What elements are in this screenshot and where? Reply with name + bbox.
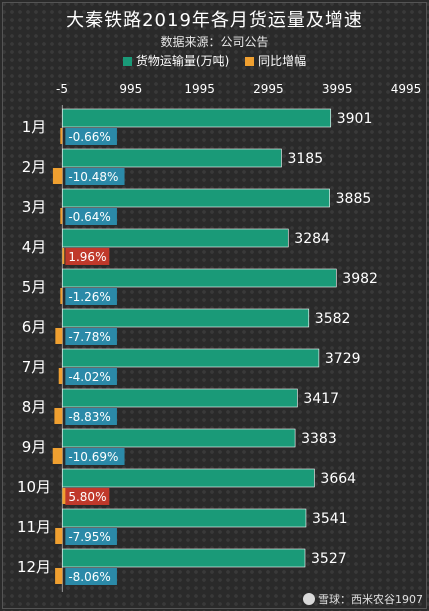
category-label: 6月 — [22, 318, 47, 336]
chart-subtitle: 数据来源：公司公告 — [160, 35, 269, 49]
volume-bar — [62, 188, 330, 208]
volume-bar — [62, 228, 289, 248]
growth-bar — [55, 328, 63, 344]
category-label: 7月 — [22, 358, 47, 376]
x-tick-label: 4995 — [391, 82, 422, 96]
category-label: 2月 — [22, 158, 47, 176]
growth-data-label: 5.80% — [68, 490, 106, 504]
growth-label-box — [65, 528, 117, 545]
legend-swatch-growth — [245, 57, 255, 66]
volume-data-label: 3383 — [301, 431, 337, 447]
watermark: 雪球：西米农谷1907 — [303, 591, 423, 607]
x-tick-label: 2995 — [253, 82, 284, 96]
x-tick-label: 1995 — [184, 82, 215, 96]
volume-bar — [62, 508, 307, 528]
volume-bar — [62, 428, 296, 448]
growth-bar — [52, 168, 63, 184]
growth-label-box — [65, 248, 110, 265]
growth-label-box — [65, 288, 117, 305]
growth-label-box — [65, 448, 125, 465]
growth-data-label: -10.48% — [68, 170, 118, 184]
growth-bar — [62, 248, 65, 264]
category-label: 12月 — [17, 558, 51, 576]
volume-data-label: 3284 — [294, 231, 330, 247]
growth-bar — [60, 288, 63, 304]
legend-item-volume: 货物运输量(万吨) — [122, 52, 230, 69]
growth-bar — [58, 368, 63, 384]
volume-bar — [62, 468, 315, 488]
category-label: 4月 — [22, 238, 47, 256]
volume-data-label: 3664 — [320, 471, 356, 487]
growth-data-label: -10.69% — [68, 450, 118, 464]
growth-bar — [55, 568, 63, 584]
category-label: 11月 — [17, 518, 51, 536]
category-label: 8月 — [22, 398, 47, 416]
growth-label-box — [65, 368, 117, 385]
category-label: 1月 — [22, 118, 47, 136]
legend-item-growth: 同比增幅 — [245, 52, 306, 69]
growth-bar — [60, 208, 63, 224]
chart-title: 大秦铁路2019年各月货运量及增速 — [66, 10, 363, 31]
volume-data-label: 3901 — [337, 111, 373, 127]
growth-data-label: -1.26% — [68, 290, 110, 304]
growth-bar — [54, 408, 63, 424]
volume-bar — [62, 268, 337, 288]
watermark-text: 雪球：西米农谷1907 — [318, 593, 423, 606]
growth-label-box — [65, 408, 117, 425]
legend-label-growth: 同比增幅 — [258, 54, 307, 68]
growth-label-box — [65, 208, 117, 225]
volume-data-label: 3729 — [325, 351, 361, 367]
volume-data-label: 3541 — [312, 511, 348, 527]
volume-data-label: 3185 — [287, 151, 323, 167]
category-label: 9月 — [22, 438, 47, 456]
growth-data-label: -0.64% — [68, 210, 110, 224]
volume-bar — [62, 148, 282, 168]
volume-data-label: 3527 — [311, 551, 347, 567]
volume-bar — [62, 388, 298, 408]
volume-data-label: 3982 — [342, 271, 378, 287]
volume-bar — [62, 308, 310, 328]
volume-data-label: 3885 — [336, 191, 372, 207]
growth-bar — [55, 528, 63, 544]
growth-label-box — [65, 488, 110, 505]
growth-label-box — [65, 328, 117, 345]
legend: 货物运输量(万吨) 同比增幅 — [0, 52, 429, 69]
xueqiu-logo-icon — [303, 593, 315, 605]
category-label: 3月 — [22, 198, 47, 216]
growth-label-box — [65, 568, 117, 585]
growth-bar — [60, 128, 63, 144]
growth-bar — [62, 488, 68, 504]
growth-label-box — [65, 168, 125, 185]
growth-data-label: -0.66% — [68, 130, 110, 144]
growth-data-label: -8.06% — [68, 570, 110, 584]
growth-label-box — [65, 128, 117, 145]
volume-data-label: 3582 — [315, 311, 351, 327]
category-label: 5月 — [22, 278, 47, 296]
x-tick-label: -5 — [56, 82, 68, 96]
growth-data-label: -7.78% — [68, 330, 110, 344]
growth-bar — [52, 448, 63, 464]
growth-data-label: 1.96% — [68, 250, 106, 264]
growth-data-label: -7.95% — [68, 530, 110, 544]
x-tick-label: 995 — [119, 82, 142, 96]
volume-bar — [62, 348, 320, 368]
category-label: 10月 — [17, 478, 51, 496]
legend-swatch-volume — [122, 57, 132, 66]
volume-bar — [62, 108, 332, 128]
growth-data-label: -4.02% — [68, 370, 110, 384]
x-tick-label: 3995 — [322, 82, 353, 96]
legend-label-volume: 货物运输量(万吨) — [135, 54, 230, 68]
volume-bar — [62, 548, 306, 568]
volume-data-label: 3417 — [303, 391, 339, 407]
growth-data-label: -8.83% — [68, 410, 110, 424]
